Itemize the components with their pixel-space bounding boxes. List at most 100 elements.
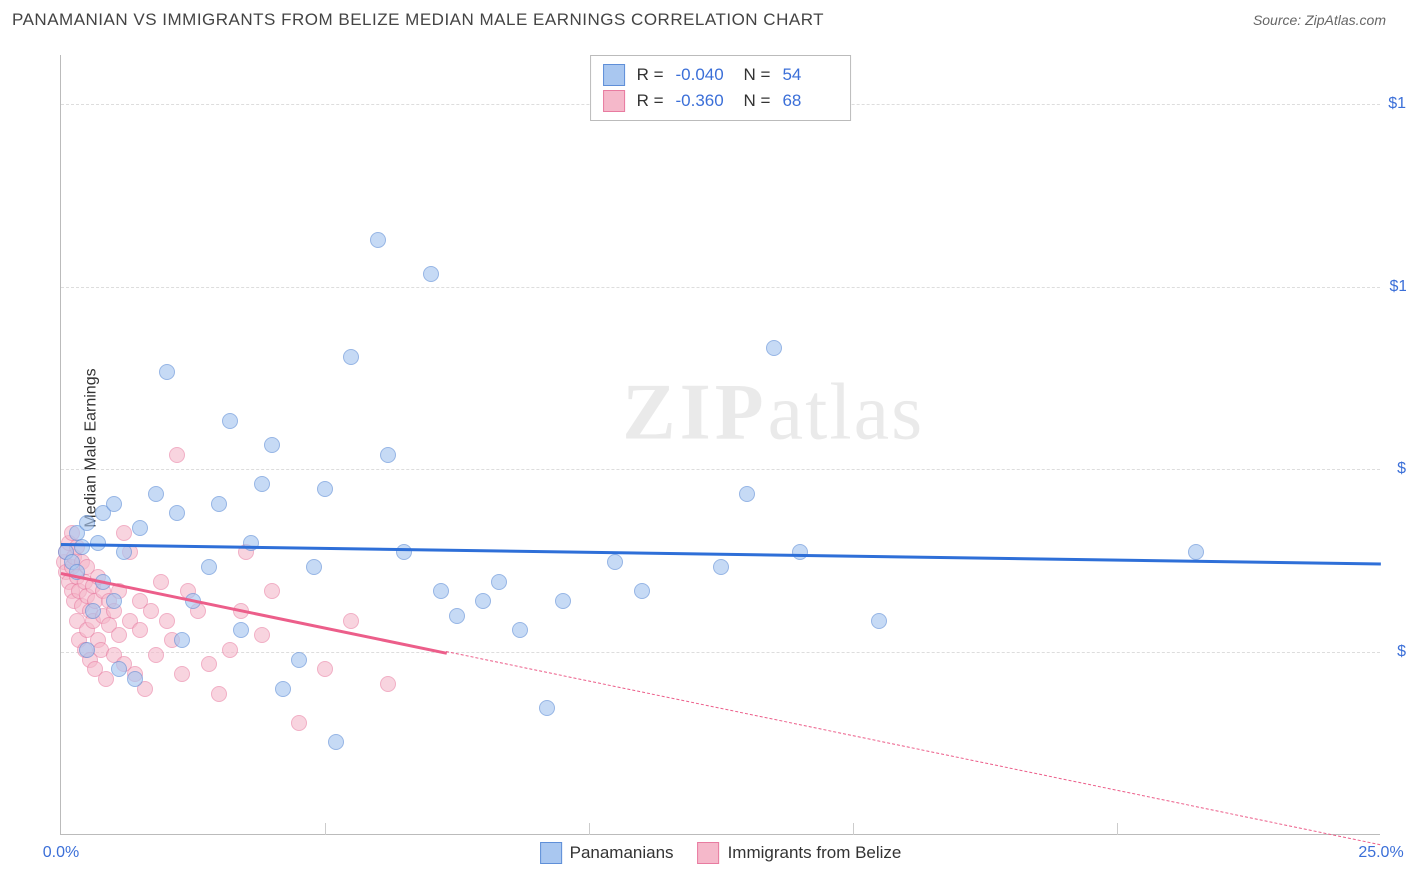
series-legend: Panamanians Immigrants from Belize <box>540 842 902 864</box>
data-point <box>317 661 333 677</box>
data-point <box>201 559 217 575</box>
data-point <box>343 349 359 365</box>
r-value-1: -0.040 <box>676 65 732 85</box>
data-point <box>85 603 101 619</box>
data-point <box>607 554 623 570</box>
y-tick-label: $75,000 <box>1397 460 1406 478</box>
data-point <box>512 622 528 638</box>
x-tick-label: 25.0% <box>1358 844 1403 862</box>
data-point <box>264 437 280 453</box>
legend-item-1: Panamanians <box>540 842 674 864</box>
data-point <box>174 666 190 682</box>
y-tick-label: $37,500 <box>1397 643 1406 661</box>
data-point <box>132 622 148 638</box>
data-point <box>871 613 887 629</box>
gridline-h <box>61 287 1380 288</box>
r-label: R = <box>637 91 664 111</box>
source-attribution: Source: ZipAtlas.com <box>1253 12 1386 28</box>
x-tick-label: 0.0% <box>43 844 79 862</box>
data-point <box>143 603 159 619</box>
data-point <box>766 340 782 356</box>
data-point <box>634 583 650 599</box>
data-point <box>449 608 465 624</box>
data-point <box>380 447 396 463</box>
data-point <box>380 676 396 692</box>
r-value-2: -0.360 <box>676 91 732 111</box>
stats-row-1: R = -0.040 N = 54 <box>603 62 839 88</box>
data-point <box>396 544 412 560</box>
chart-title: PANAMANIAN VS IMMIGRANTS FROM BELIZE MED… <box>12 10 824 30</box>
x-tick-mark <box>325 823 326 835</box>
data-point <box>475 593 491 609</box>
data-point <box>116 544 132 560</box>
data-point <box>370 232 386 248</box>
data-point <box>792 544 808 560</box>
n-label: N = <box>744 65 771 85</box>
legend-label-2: Immigrants from Belize <box>728 843 902 863</box>
gridline-h <box>61 652 1380 653</box>
data-point <box>317 481 333 497</box>
data-point <box>539 700 555 716</box>
data-point <box>264 583 280 599</box>
data-point <box>739 486 755 502</box>
data-point <box>79 642 95 658</box>
data-point <box>291 652 307 668</box>
data-point <box>111 627 127 643</box>
data-point <box>1188 544 1204 560</box>
stats-legend: R = -0.040 N = 54 R = -0.360 N = 68 <box>590 55 852 121</box>
trend-line-extrapolated <box>446 651 1381 845</box>
x-tick-mark <box>853 823 854 835</box>
data-point <box>169 505 185 521</box>
data-point <box>211 496 227 512</box>
data-point <box>275 681 291 697</box>
data-point <box>132 520 148 536</box>
x-tick-mark <box>589 823 590 835</box>
stats-row-2: R = -0.360 N = 68 <box>603 88 839 114</box>
data-point <box>159 364 175 380</box>
data-point <box>74 539 90 555</box>
data-point <box>254 627 270 643</box>
x-tick-mark <box>1117 823 1118 835</box>
legend-item-2: Immigrants from Belize <box>698 842 902 864</box>
plot-area: ZIPatlas R = -0.040 N = 54 R = -0.360 N … <box>60 55 1380 835</box>
n-value-2: 68 <box>782 91 838 111</box>
data-point <box>79 515 95 531</box>
n-value-1: 54 <box>782 65 838 85</box>
data-point <box>116 525 132 541</box>
data-point <box>491 574 507 590</box>
data-point <box>222 413 238 429</box>
swatch-series-1 <box>603 64 625 86</box>
data-point <box>111 661 127 677</box>
data-point <box>174 632 190 648</box>
chart-container: Median Male Earnings ZIPatlas R = -0.040… <box>50 45 1390 850</box>
data-point <box>555 593 571 609</box>
y-tick-label: $112,500 <box>1389 278 1406 296</box>
data-point <box>106 496 122 512</box>
data-point <box>433 583 449 599</box>
data-point <box>169 447 185 463</box>
data-point <box>148 647 164 663</box>
data-point <box>211 686 227 702</box>
watermark: ZIPatlas <box>622 368 924 459</box>
y-tick-label: $150,000 <box>1388 95 1406 113</box>
data-point <box>159 613 175 629</box>
data-point <box>233 622 249 638</box>
swatch-series-1 <box>540 842 562 864</box>
data-point <box>328 734 344 750</box>
data-point <box>343 613 359 629</box>
data-point <box>306 559 322 575</box>
data-point <box>148 486 164 502</box>
swatch-series-2 <box>698 842 720 864</box>
data-point <box>127 671 143 687</box>
data-point <box>423 266 439 282</box>
data-point <box>153 574 169 590</box>
data-point <box>713 559 729 575</box>
gridline-h <box>61 469 1380 470</box>
swatch-series-2 <box>603 90 625 112</box>
data-point <box>106 593 122 609</box>
data-point <box>222 642 238 658</box>
n-label: N = <box>744 91 771 111</box>
data-point <box>254 476 270 492</box>
r-label: R = <box>637 65 664 85</box>
data-point <box>291 715 307 731</box>
